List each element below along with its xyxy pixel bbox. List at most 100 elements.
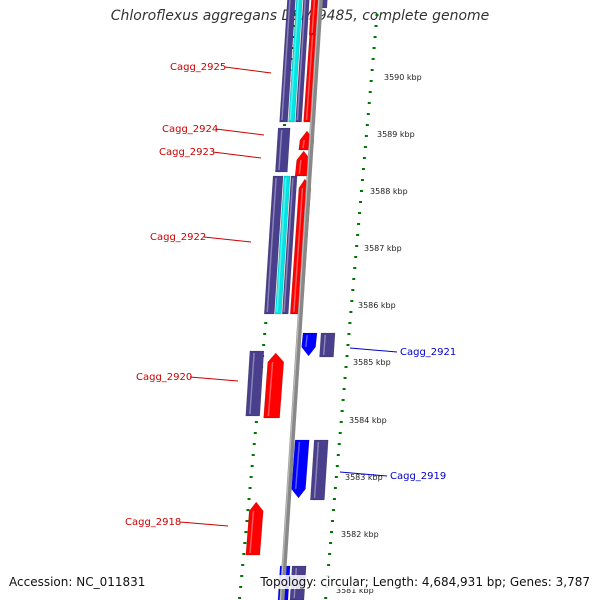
- gene-feature: [263, 175, 284, 315]
- gc-tick: [342, 388, 346, 390]
- accession-text: Accession: NC_011831: [9, 575, 146, 589]
- gene-label-cagg_2919: Cagg_2919: [390, 471, 446, 482]
- gc-tick: [348, 322, 352, 324]
- gc-tick: [332, 498, 336, 500]
- feature-highlight: [322, 334, 326, 356]
- gc-tick: [360, 179, 364, 181]
- feature-highlight: [249, 510, 255, 554]
- gc-tick: [330, 520, 334, 522]
- gc-tick: [370, 69, 374, 71]
- backbone-line: [279, 0, 323, 600]
- gc-tick: [334, 476, 338, 478]
- gc-tick: [336, 454, 340, 456]
- gc-tick: [369, 80, 373, 82]
- scale-label: 3584 kbp: [349, 416, 387, 425]
- gene-feature: [279, 0, 296, 123]
- gc-tick: [333, 487, 337, 489]
- gene-label-cagg_2925: Cagg_2925: [170, 62, 226, 73]
- gene-feature: [288, 0, 303, 123]
- gc-tick: [253, 432, 257, 434]
- gc-tick: [351, 289, 355, 291]
- feature-highlight: [249, 352, 255, 415]
- scale-label: 3582 kbp: [341, 530, 379, 539]
- gc-tick: [343, 377, 347, 379]
- label-leader-line: [179, 521, 229, 527]
- gc-tick: [373, 36, 377, 38]
- gc-tick: [339, 421, 343, 423]
- gene-feature: [295, 0, 310, 123]
- gc-tick: [262, 344, 266, 346]
- scale-label: 3588 kbp: [370, 187, 408, 196]
- gc-tick: [330, 531, 334, 533]
- gc-tick: [340, 410, 344, 412]
- label-leader-line: [189, 376, 239, 382]
- feature-highlight: [289, 0, 300, 121]
- gc-tick: [360, 190, 364, 192]
- gc-tick: [240, 575, 244, 577]
- gc-tick: [327, 564, 331, 566]
- feature-highlight: [278, 129, 283, 171]
- gc-tick: [252, 443, 256, 445]
- label-leader-line: [212, 151, 262, 159]
- gc-tick: [374, 25, 378, 27]
- gc-tick: [249, 476, 253, 478]
- gc-tick: [338, 432, 342, 434]
- gc-tick: [363, 146, 367, 148]
- gene-feature: [291, 439, 310, 499]
- backbone-highlight: [279, 0, 320, 600]
- scale-group: 3581 kbp 3582 kbp 3583 kbp 3584 kbp 3585 kbp…: [336, 73, 422, 595]
- gc-tick: [283, 124, 287, 126]
- gc-tick: [355, 245, 359, 247]
- genome-summary-text: Topology: circular; Length: 4,684,931 bp…: [260, 575, 590, 589]
- gc-tick: [239, 586, 243, 588]
- gc-tick: [368, 91, 372, 93]
- gc-tick: [244, 531, 248, 533]
- gc-tick: [329, 542, 333, 544]
- gc-tick: [356, 234, 360, 236]
- label-leader-line: [215, 128, 265, 136]
- gc-tick: [365, 124, 369, 126]
- gc-tick: [341, 399, 345, 401]
- gc-tick: [293, 14, 297, 16]
- backbone-group: [279, 0, 323, 600]
- gc-tick: [375, 14, 379, 16]
- feature-highlight: [267, 361, 274, 417]
- gene-feature: [245, 501, 264, 556]
- scale-label: 3587 kbp: [364, 244, 402, 253]
- gc-tick: [358, 212, 362, 214]
- feature-highlight: [266, 177, 277, 313]
- gc-tick: [331, 509, 335, 511]
- gene-feature: [274, 175, 291, 315]
- gene-label-cagg_2923: Cagg_2923: [159, 147, 215, 158]
- scale-label: 3586 kbp: [358, 301, 396, 310]
- feature-highlight: [283, 177, 294, 313]
- gc-tick: [292, 25, 296, 27]
- gene-label-cagg_2922: Cagg_2922: [150, 232, 206, 243]
- gc-tick: [263, 333, 267, 335]
- feature-highlight: [311, 0, 316, 34]
- gene-feature: [319, 332, 336, 358]
- label-leader-line: [224, 66, 272, 74]
- gc-tick: [352, 278, 356, 280]
- gc-tick: [251, 454, 255, 456]
- gc-tick: [364, 135, 368, 137]
- gc-tick: [372, 47, 376, 49]
- gene-feature: [263, 352, 285, 419]
- gc-tick: [345, 355, 349, 357]
- feature-highlight: [305, 18, 315, 121]
- scale-label: 3589 kbp: [377, 130, 415, 139]
- scale-label: 3583 kbp: [345, 473, 383, 482]
- feature-track: [245, 0, 336, 600]
- gc-tick: [359, 201, 363, 203]
- gc-tick: [337, 443, 341, 445]
- gene-label-cagg_2920: Cagg_2920: [136, 372, 192, 383]
- gc-tick: [250, 465, 254, 467]
- gc-tick: [367, 102, 371, 104]
- gc-tick: [347, 333, 351, 335]
- gc-tick: [254, 421, 258, 423]
- gene-feature: [310, 439, 329, 501]
- gc-tick: [366, 113, 370, 115]
- feature-highlight: [298, 159, 302, 175]
- gene-feature: [301, 332, 318, 357]
